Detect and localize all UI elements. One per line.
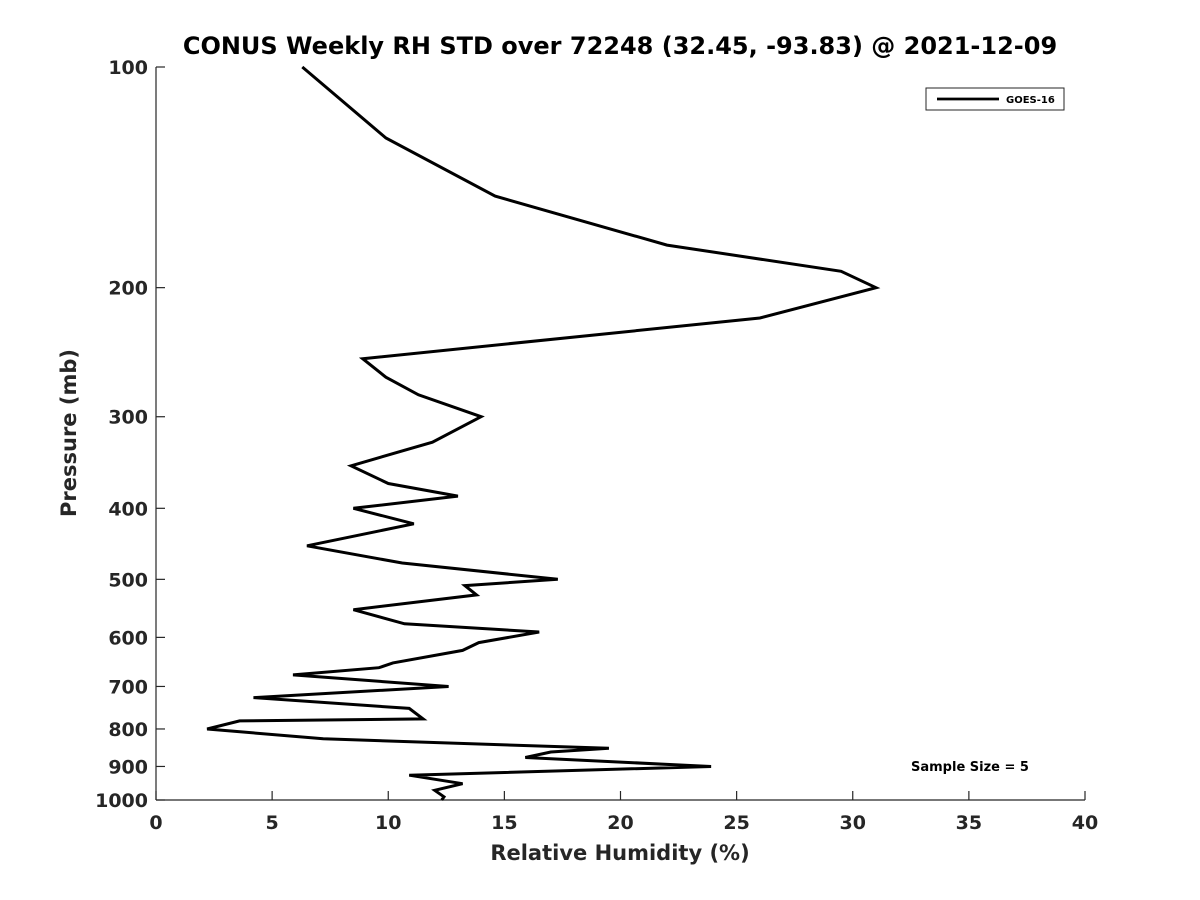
y-tick-label: 700 [108, 676, 148, 698]
x-tick-label: 30 [840, 812, 866, 834]
x-tick-label: 15 [491, 812, 517, 834]
series-layer [206, 65, 881, 801]
x-tick-label: 25 [723, 812, 749, 834]
y-tick-label: 100 [108, 57, 148, 79]
x-tick-label: 40 [1072, 812, 1098, 834]
x-axis-label: Relative Humidity (%) [490, 841, 749, 865]
x-ticks: 0 5 10 15 20 25 30 35 40 [149, 791, 1098, 834]
y-ticks: 100 200 300 400 500 600 700 800 900 1000 [95, 57, 165, 812]
x-tick-label: 20 [607, 812, 633, 834]
x-tick-label: 5 [266, 812, 279, 834]
y-tick-label: 300 [108, 407, 148, 429]
y-tick-label: 800 [108, 719, 148, 741]
y-tick-label: 500 [108, 569, 148, 591]
legend-label-goes-16: GOES-16 [1006, 95, 1055, 106]
x-tick-label: 35 [956, 812, 982, 834]
chart-title: CONUS Weekly RH STD over 72248 (32.45, -… [183, 32, 1057, 60]
y-tick-label: 1000 [95, 790, 148, 812]
y-tick-label: 900 [108, 756, 148, 778]
y-tick-label: 200 [108, 278, 148, 300]
plot-area [155, 67, 1085, 801]
sample-size-annotation: Sample Size = 5 [911, 760, 1029, 775]
y-tick-label: 600 [108, 627, 148, 649]
x-tick-label: 10 [375, 812, 401, 834]
x-tick-label: 0 [149, 812, 162, 834]
y-tick-label: 400 [108, 498, 148, 520]
legend: GOES-16 [925, 87, 1065, 111]
y-axis-label: Pressure (mb) [57, 349, 81, 517]
series-line-goes-16 [206, 65, 881, 801]
